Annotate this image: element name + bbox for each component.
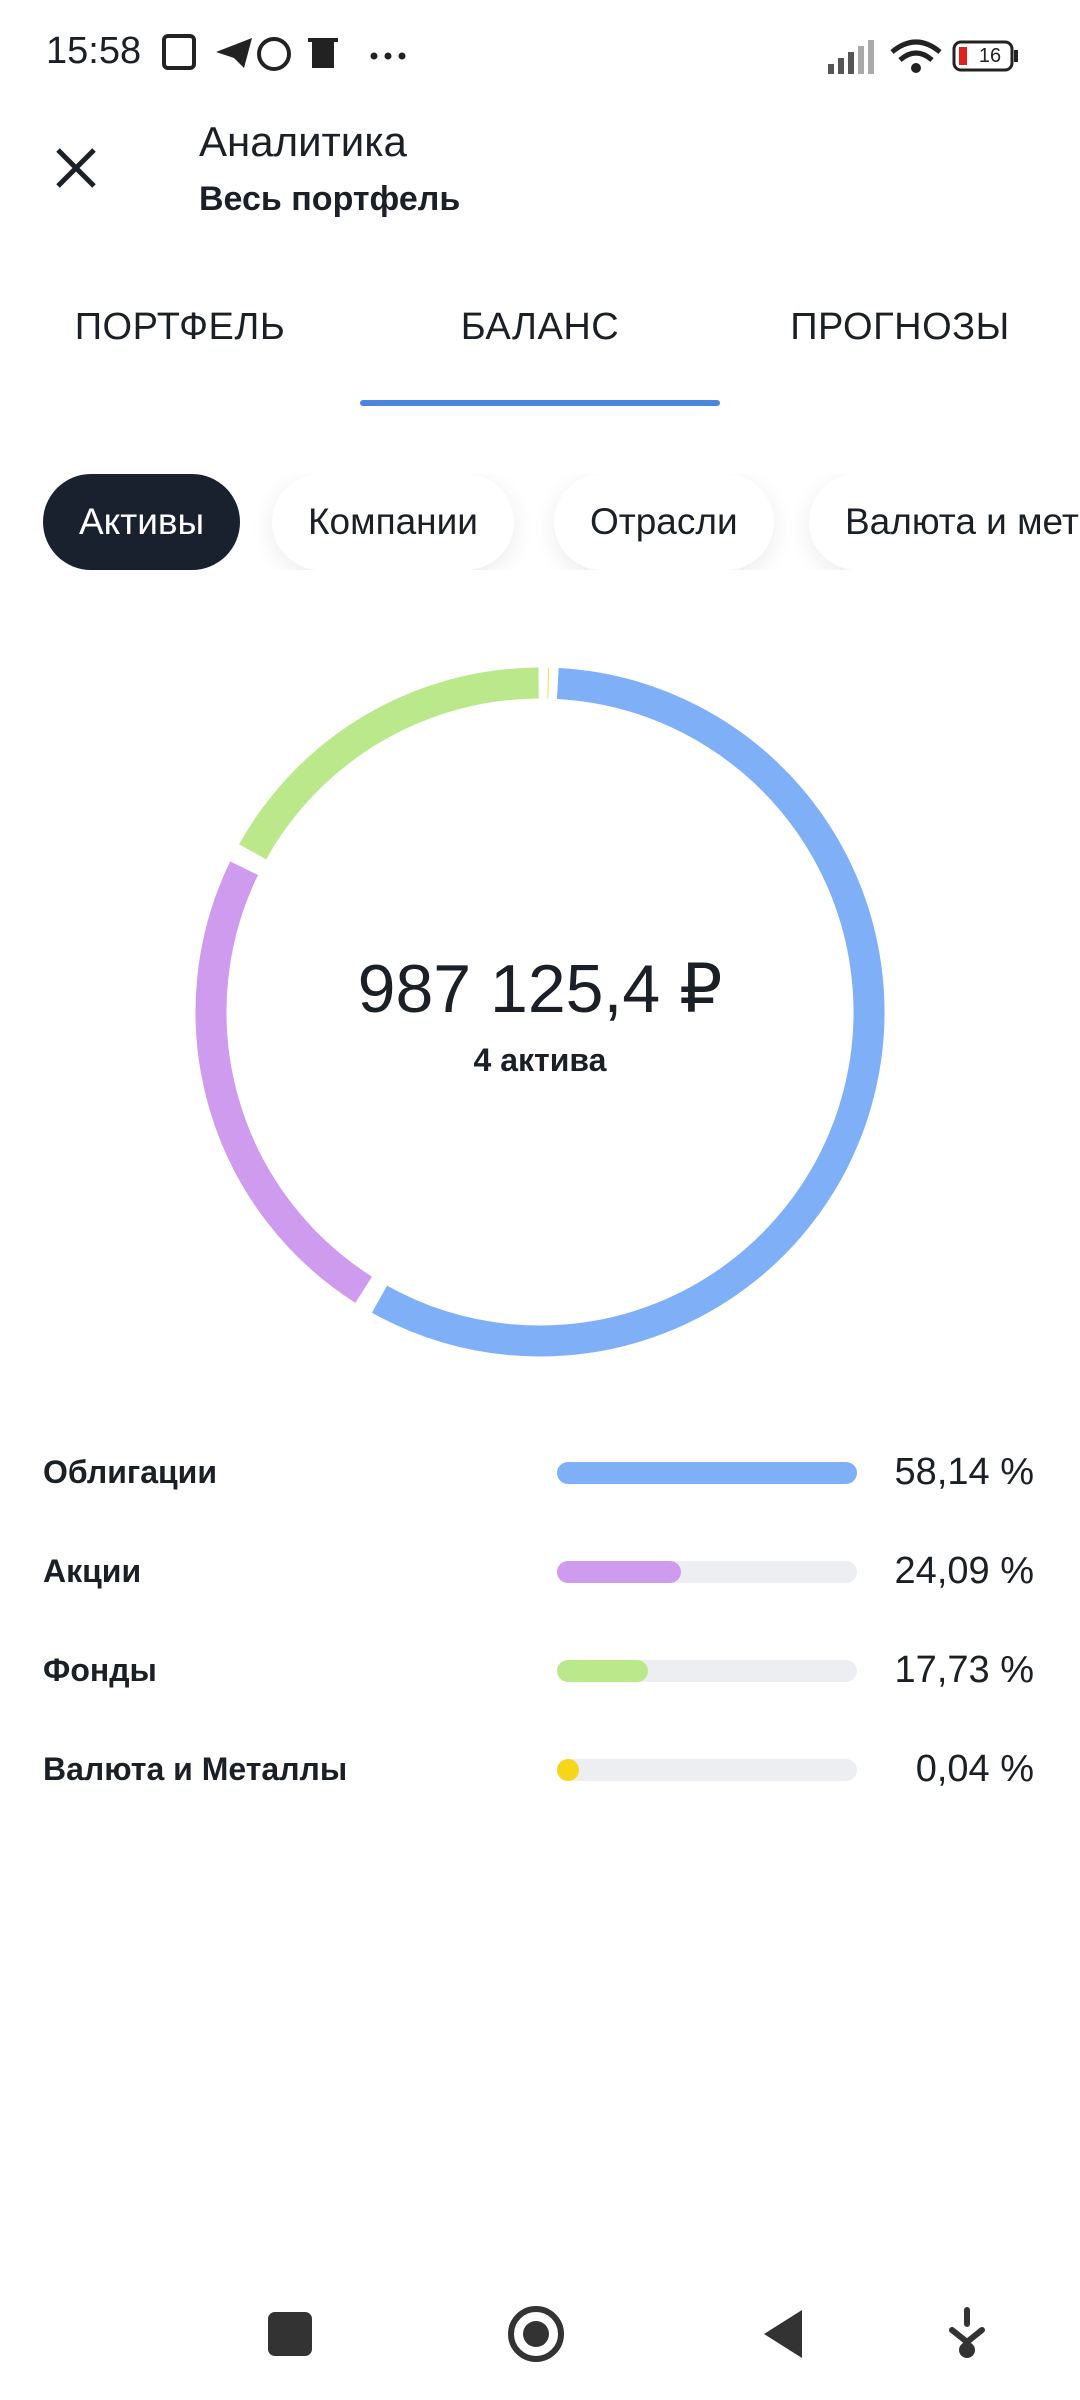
donut-segment — [195, 861, 373, 1303]
chip[interactable]: Валюта и металлы — [809, 474, 1080, 570]
tab-indicator — [360, 400, 720, 406]
legend-label: Акции — [43, 1553, 142, 1589]
nav-bar — [268, 2306, 985, 2362]
header-subtitle: Весь портфель — [199, 180, 461, 218]
donut-segment — [371, 668, 885, 1357]
legend-bar — [557, 1660, 649, 1682]
status-time: 15:58 — [46, 30, 142, 72]
legend-bar — [557, 1462, 857, 1484]
tab[interactable]: ПРОГНОЗЫ — [790, 306, 1010, 348]
legend-label: Валюта и Металлы — [43, 1751, 348, 1787]
legend-track — [557, 1660, 857, 1682]
tab[interactable]: БАЛАНС — [460, 306, 620, 348]
legend-track — [557, 1759, 857, 1781]
nav-home[interactable] — [508, 2306, 564, 2362]
chip-row: Активы Компании Отрасли Валюта и металлы — [0, 474, 1080, 570]
chip[interactable]: Отрасли — [554, 474, 774, 570]
nav-recent[interactable] — [268, 2312, 312, 2356]
legend-value: 0,04 % — [915, 1748, 1034, 1790]
legend-value: 17,73 % — [894, 1649, 1034, 1691]
donut-caption: 4 актива — [473, 1042, 607, 1078]
tab[interactable]: ПОРТФЕЛЬ — [74, 306, 286, 348]
legend-bar — [557, 1561, 682, 1583]
close-button[interactable] — [54, 146, 98, 190]
chip[interactable]: Компании — [272, 474, 514, 570]
nav-back[interactable] — [764, 2310, 802, 2358]
legend-value: 24,09 % — [894, 1550, 1034, 1592]
legend-value: 58,14 % — [894, 1451, 1034, 1493]
donut-chart — [195, 667, 885, 1357]
header-title: Аналитика — [199, 118, 407, 165]
status-right: 16 — [828, 39, 1018, 74]
battery-level: 16 — [979, 45, 1001, 67]
legend-label: Фонды — [43, 1652, 157, 1688]
legend-label: Облигации — [43, 1454, 217, 1490]
legend-bar — [557, 1759, 579, 1781]
donut-total: 987 125,4 ₽ — [357, 951, 723, 1027]
status-icons — [162, 34, 406, 71]
donut-segment — [239, 667, 539, 860]
legend-track — [557, 1462, 857, 1484]
legend-track — [557, 1561, 857, 1583]
chip[interactable]: Активы — [43, 474, 241, 570]
nav-assist[interactable] — [949, 2307, 985, 2346]
